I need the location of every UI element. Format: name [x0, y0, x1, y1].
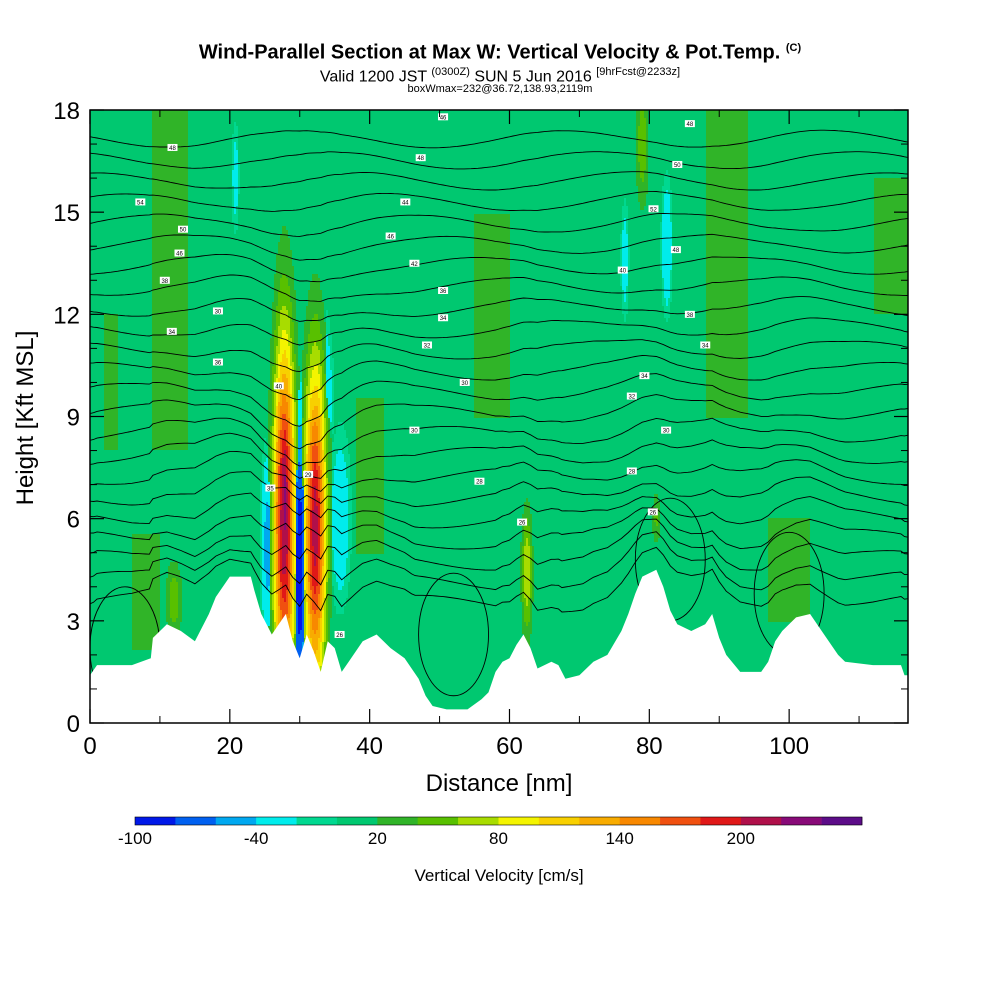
- colorbar-swatch: [741, 817, 782, 825]
- y-tick-label: 15: [53, 200, 80, 227]
- colorbar-swatch: [256, 817, 297, 825]
- contour-label: 26: [336, 633, 343, 639]
- colorbar-swatch: [175, 817, 216, 825]
- contour-label: 26: [649, 510, 656, 516]
- contour-label: 50: [180, 228, 187, 234]
- contour-label: 44: [402, 200, 409, 206]
- colorbar-swatch: [499, 817, 540, 825]
- contour-label: 48: [169, 146, 176, 152]
- contour-label: 28: [628, 469, 635, 475]
- contour-label: 34: [440, 316, 447, 322]
- x-tick-label: 100: [769, 733, 809, 760]
- contour-label: 38: [687, 313, 694, 319]
- colorbar-tick-label: -100: [118, 829, 152, 848]
- contour-label: 36: [215, 361, 222, 367]
- colorbar-tick-label: 80: [489, 829, 508, 848]
- x-tick-label: 20: [216, 733, 243, 760]
- y-tick-label: 12: [53, 302, 80, 329]
- colorbar-swatch: [297, 817, 338, 825]
- contour-label: 32: [424, 343, 431, 349]
- contour-label: 30: [215, 309, 222, 315]
- contour-label: 34: [702, 343, 709, 349]
- contour-label: 38: [161, 279, 168, 285]
- contour-label: 28: [476, 480, 483, 486]
- contour-label: 46: [440, 115, 447, 121]
- y-axis-label: Height [Kft MSL]: [12, 331, 39, 506]
- contour-label: 34: [641, 374, 648, 380]
- x-axis-label: Distance [nm]: [426, 770, 573, 797]
- x-tick-label: 80: [636, 733, 663, 760]
- y-tick-label: 6: [67, 507, 80, 534]
- contour-label: 52: [650, 207, 657, 213]
- colorbar-swatch: [620, 817, 661, 825]
- contour-label: 35: [267, 487, 274, 493]
- colorbar-swatch: [660, 817, 701, 825]
- x-tick-label: 0: [83, 733, 96, 760]
- contour-label: 48: [673, 248, 680, 254]
- contour-label: 40: [275, 384, 282, 390]
- contour-label: 50: [674, 163, 681, 169]
- colorbar-swatch: [539, 817, 580, 825]
- colorbar-swatch: [579, 817, 620, 825]
- plot-area: 48 54 50 46 38 30 34 36 40 35 29 26 46 48 44 46 42 36 34 32…: [90, 110, 908, 726]
- colorbar-tick-label: 140: [605, 829, 633, 848]
- contour-label: 46: [176, 252, 183, 258]
- contour-label: 48: [687, 122, 694, 128]
- colorbar-tick-label: -40: [244, 829, 269, 848]
- x-tick-label: 60: [496, 733, 523, 760]
- contour-label: 42: [411, 262, 418, 268]
- contour-label: 32: [628, 395, 635, 401]
- colorbar-swatch: [700, 817, 741, 825]
- contour-label: 30: [663, 429, 670, 435]
- colorbar-swatch: [418, 817, 459, 825]
- contour-label: 48: [417, 156, 424, 162]
- contour-label: 40: [619, 269, 626, 275]
- contour-label: 26: [519, 521, 526, 527]
- colorbar-swatch: [781, 817, 822, 825]
- y-tick-label: 3: [67, 609, 80, 636]
- contour-label: 29: [305, 473, 312, 479]
- colorbar-swatch: [337, 817, 378, 825]
- contour-label: 46: [387, 235, 394, 241]
- colorbar: -100 -40 20 80 140 200: [118, 817, 862, 848]
- colorbar-swatch: [377, 817, 418, 825]
- contour-label: 30: [461, 381, 468, 387]
- y-tick-label: 9: [67, 405, 80, 432]
- colorbar-swatch: [135, 817, 176, 825]
- contour-label: 36: [440, 289, 447, 295]
- colorbar-swatch: [822, 817, 863, 825]
- y-tick-label: 0: [67, 711, 80, 738]
- contour-label: 54: [137, 200, 144, 206]
- colorbar-swatch: [216, 817, 257, 825]
- colorbar-label: Vertical Velocity [cm/s]: [414, 866, 583, 885]
- colorbar-tick-label: 200: [727, 829, 755, 848]
- colorbar-swatch: [458, 817, 499, 825]
- y-tick-label: 18: [53, 98, 80, 125]
- colorbar-tick-label: 20: [368, 829, 387, 848]
- contour-label: 34: [168, 330, 175, 336]
- x-tick-label: 40: [356, 733, 383, 760]
- plot-clip-group: 48 54 50 46 38 30 34 36 40 35 29 26 46 48 44 46 42 36 34 32…: [90, 110, 908, 726]
- contour-label: 30: [411, 429, 418, 435]
